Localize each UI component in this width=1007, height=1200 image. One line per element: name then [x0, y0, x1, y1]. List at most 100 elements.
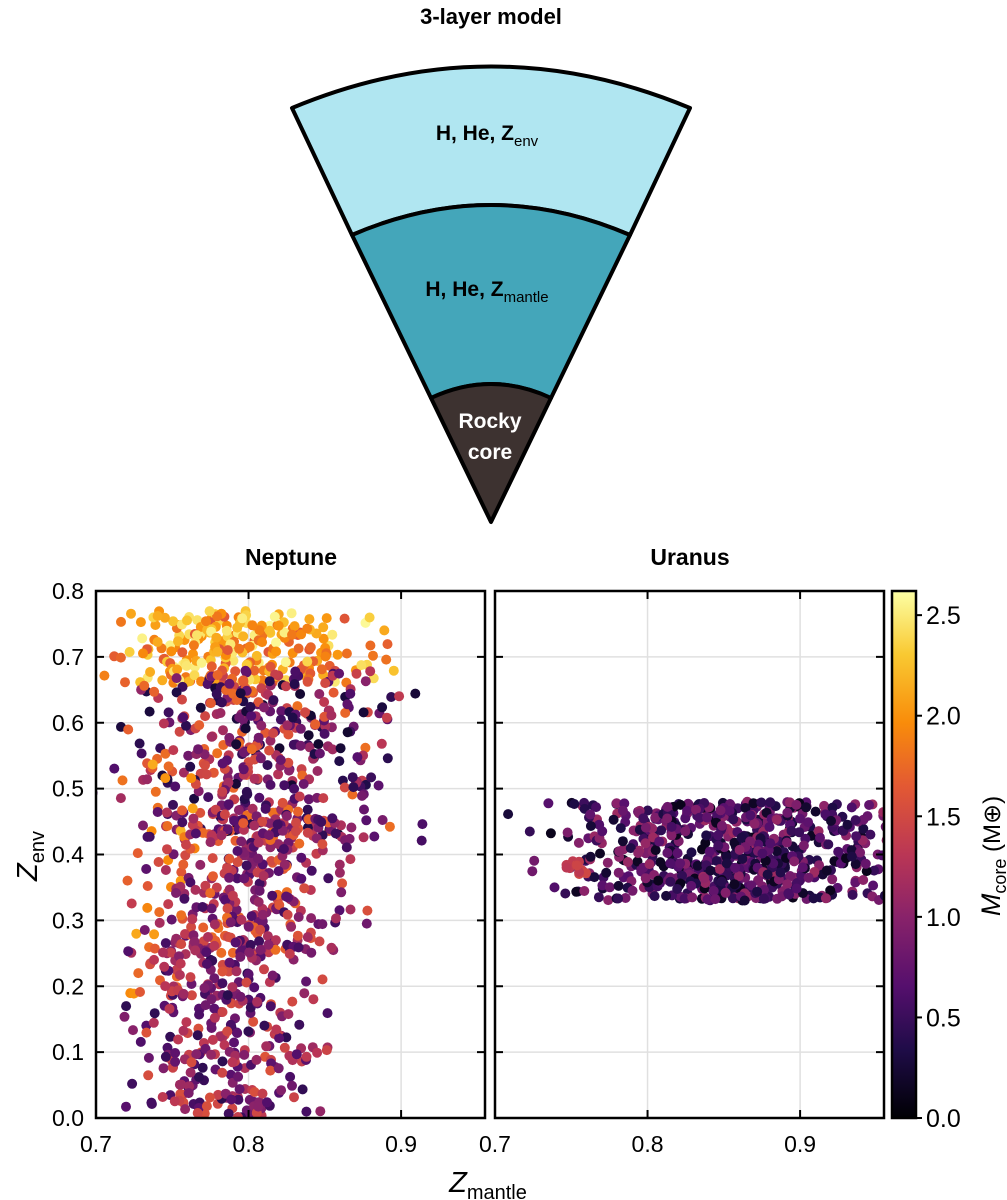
scatter-point — [360, 676, 371, 687]
scatter-point — [572, 860, 582, 871]
scatter-point — [708, 885, 719, 896]
scatter-point — [821, 865, 832, 876]
scatter-point — [356, 660, 367, 671]
scatter-point — [801, 802, 812, 813]
scatter-point — [382, 639, 393, 650]
scatter-point — [137, 633, 148, 644]
scatter-point — [249, 773, 260, 784]
scatter-point — [142, 881, 153, 891]
scatter-point — [144, 706, 155, 717]
scatter-point — [794, 827, 805, 838]
scatter-point — [321, 1045, 332, 1056]
scatter-point — [291, 1049, 302, 1060]
uranus-ticks: 0.7 0.8 0.9 — [479, 590, 884, 1157]
scatter-point — [265, 779, 276, 790]
scatter-point — [279, 627, 290, 638]
scatter-point — [585, 809, 596, 820]
scatter-point — [362, 905, 373, 916]
scatter-point — [213, 1089, 224, 1100]
scatter-point — [686, 847, 697, 858]
scatter-point — [157, 1092, 168, 1102]
scatter-point — [633, 848, 644, 858]
scatter-point — [358, 832, 369, 843]
scatter-point — [827, 802, 838, 813]
scatter-point — [331, 913, 341, 924]
diagram-title: 3-layer model — [420, 4, 562, 29]
scatter-point — [177, 647, 188, 658]
scatter-point — [295, 689, 306, 699]
scatter-point — [379, 625, 390, 636]
scatter-point — [149, 686, 160, 697]
scatter-point — [220, 895, 231, 905]
scatter-point — [344, 833, 355, 844]
scatter-point — [253, 732, 264, 743]
scatter-point — [141, 864, 152, 874]
scatter-point — [625, 843, 636, 854]
scatter-point — [255, 753, 266, 764]
scatter-point — [301, 976, 312, 987]
scatter-point — [216, 697, 227, 708]
scatter-point — [265, 842, 276, 853]
scatter-point — [711, 856, 722, 866]
scatter-point — [178, 767, 189, 778]
scatter-point — [246, 710, 257, 721]
scatter-point — [176, 910, 187, 921]
scatter-point — [260, 803, 271, 814]
scatter-point — [241, 977, 252, 988]
scatter-point — [791, 799, 802, 810]
scatter-point — [265, 735, 276, 746]
scatter-point — [138, 820, 148, 831]
scatter-point — [644, 859, 655, 870]
scatter-point — [249, 820, 260, 831]
scatter-point — [245, 939, 256, 950]
scatter-point — [656, 825, 667, 836]
scatter-point — [160, 773, 171, 784]
scatter-point — [192, 1030, 203, 1041]
scatter-point — [289, 679, 300, 690]
scatter-point — [265, 1001, 276, 1012]
scatter-point — [191, 630, 202, 641]
scatter-point — [200, 711, 211, 722]
scatter-point — [209, 973, 220, 984]
scatter-point — [128, 1025, 138, 1036]
scatter-point — [235, 991, 246, 1002]
scatter-point — [299, 988, 310, 999]
scatter-point — [238, 675, 249, 686]
scatter-point — [253, 1101, 264, 1112]
scatter-point — [270, 944, 281, 955]
scatter-point — [276, 1085, 287, 1096]
scatter-point — [273, 620, 284, 631]
scatter-point — [791, 883, 802, 894]
scatter-point — [649, 891, 660, 902]
scatter-point — [206, 903, 217, 914]
scatter-point — [170, 1056, 181, 1067]
scatter-point — [302, 827, 313, 838]
scatter-point — [126, 898, 137, 909]
scatter-point — [783, 888, 794, 899]
scatter-point — [503, 809, 514, 820]
scatter-point — [283, 729, 294, 740]
scatter-point — [269, 611, 280, 622]
scatter-point — [302, 676, 313, 687]
scatter-point — [294, 1019, 305, 1030]
scatter-point — [205, 698, 216, 709]
scatter-point — [117, 775, 128, 786]
scatter-point — [662, 813, 673, 824]
scatter-point — [287, 629, 298, 640]
scatter-point — [178, 988, 189, 999]
scatter-point — [217, 1007, 228, 1017]
scatter-point — [846, 802, 857, 813]
scatter-point — [264, 745, 275, 756]
scatter-point — [737, 853, 748, 864]
scatter-point — [617, 805, 628, 816]
scatter-point — [579, 886, 590, 896]
colorbar-tick-label: 1.0 — [926, 904, 961, 932]
scatter-point — [212, 748, 223, 759]
scatter-point — [295, 740, 306, 751]
scatter-point — [654, 836, 665, 847]
scatter-point — [795, 813, 805, 824]
scatter-point — [365, 666, 376, 677]
scatter-point — [154, 917, 165, 928]
scatter-point — [181, 1017, 192, 1028]
scatter-point — [314, 936, 325, 947]
